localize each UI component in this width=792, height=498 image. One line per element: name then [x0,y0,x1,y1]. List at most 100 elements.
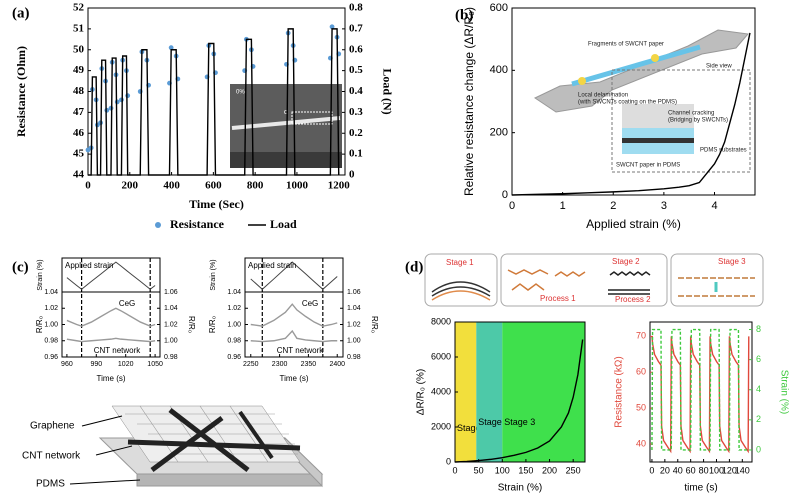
data-point [119,97,124,103]
swcnt-layer [622,138,694,143]
d-stages: Stage 1 Stage 2 Process 1 Process 2 Stag… [424,253,764,307]
y2-tick-label: 1.04 [347,305,361,312]
x-axis-label: Strain (%) [498,483,542,494]
y-tick-label: 200 [490,127,508,139]
x-tick-label: 40 [673,465,683,475]
y-tick-label: 1.00 [44,321,58,328]
y-tick-label: 40 [636,438,646,448]
plot-frame [511,7,756,196]
data-line [66,307,156,327]
y-tick-label: 8000 [431,316,451,326]
y-axis-label: ΔR/R₀ (%) [416,369,427,415]
inset-label: (Bridging by SWCNTs) [668,118,728,124]
pointer [95,445,133,456]
x-axis-label: Applied strain (%) [586,217,681,231]
data-line [250,329,338,343]
y-axis-label: Resistance (Ohm) [14,46,28,137]
y-tick-label: 52 [73,2,85,14]
data-line [88,28,340,176]
y-axis-label: Resistance (kΩ) [614,356,625,427]
x-tick-label: 50 [474,465,484,475]
y2-tick-label: 0.8 [349,2,363,14]
stage-label: Stage 2 [612,257,640,266]
y-tick-label: 1.04 [227,289,241,296]
y2-tick-label: 6 [756,354,761,364]
legend-label: Load [270,217,297,231]
x-tick-label: 100 [495,465,510,475]
x-tick-label: 2400 [329,361,345,368]
b-schematic: Fragments of SWCNT paper Side view Local… [533,29,751,173]
y-tick-label: 1.02 [44,305,58,312]
x-tick-label: 2 [610,200,616,212]
x-tick-label: 960 [61,361,73,368]
pointer [69,479,141,485]
y-tick-label: 1.02 [227,305,241,312]
y-axis-label: R/R₀ [35,316,44,333]
chart: 0 1 2 3 4 Applied strain (%) 0 200 400 600 Relativ… [462,2,756,231]
y2-axis-label: Strain (%) [778,370,789,414]
y-axis-label: R/R₀ [208,316,217,333]
data-line [66,261,156,290]
x-tick-label: 80 [699,465,709,475]
inset-photo: 0% α [230,84,342,168]
panel-label: (a) [12,5,30,21]
cnt [150,415,224,473]
stage-box [670,253,764,307]
y-tick-label: 0 [502,189,508,201]
panel-label: (b) [455,7,473,23]
y-tick-label: 1.00 [227,321,241,328]
y2-tick-label: 0.5 [349,64,363,76]
y2-tick-label: 1.00 [347,338,361,345]
x-tick-label: 20 [660,465,670,475]
x-tick-label: 140 [735,465,750,475]
region [502,322,585,462]
dashed-box [291,111,333,125]
data-line [454,339,584,463]
y-tick-label: 49 [73,64,85,76]
y2-tick-label: 0 [756,444,761,454]
y2-tick-label: 0.98 [347,354,361,361]
inset-label: Channel cracking [668,111,714,117]
y2-tick-label: 8 [756,324,761,334]
series-label: CNT network [277,346,325,355]
y-tick-label: 60 [636,367,646,377]
data-point [125,93,131,99]
series-label: CeG [302,299,318,308]
y-tick-label: 4000 [431,386,451,396]
data-line [250,261,338,290]
y-tick-label: 0.96 [227,354,241,361]
y2-axis-label: Load (N) [380,68,394,114]
stage-box [500,253,668,307]
y2-tick-label: 0.98 [164,354,178,361]
wire [431,290,491,301]
stage-label: Stage 3 [718,257,746,266]
series-label: Applied strain [65,261,113,270]
inset-label: Side view [706,64,732,70]
y-axis-label: Relative resistance change (ΔR/R₀) [462,7,476,196]
y-tick-label: 47 [73,106,85,118]
wire [431,281,491,297]
chart: 0 200 400 600 800 1000 1200 Time (Sec) 44 45 46 47 4… [14,2,395,231]
x-axis-label: Time (s) [279,374,308,383]
series-label: Applied strain [248,261,296,270]
x-tick-label: 1 [560,200,566,212]
y-tick-label: 2000 [431,421,451,431]
cnt [238,410,274,460]
y2-axis-label: R/R₀ [370,316,379,333]
pdms-front [136,473,323,487]
y2-tick-label: 1.02 [347,321,361,328]
y2-tick-label: 4 [756,384,761,394]
x-axis-label: Time (Sec) [189,197,244,211]
y2-tick-label: 0.6 [349,43,363,55]
x-tick-label: 100 [709,465,724,475]
data-line [511,32,751,196]
cnt [168,408,250,472]
x-tick-label: 2350 [301,361,317,368]
x-tick-label: 1000 [286,180,309,192]
x-tick-label: 1200 [328,180,351,192]
y2-tick-label: 0 [349,169,355,181]
y2-tick-label: 1.06 [347,289,361,296]
